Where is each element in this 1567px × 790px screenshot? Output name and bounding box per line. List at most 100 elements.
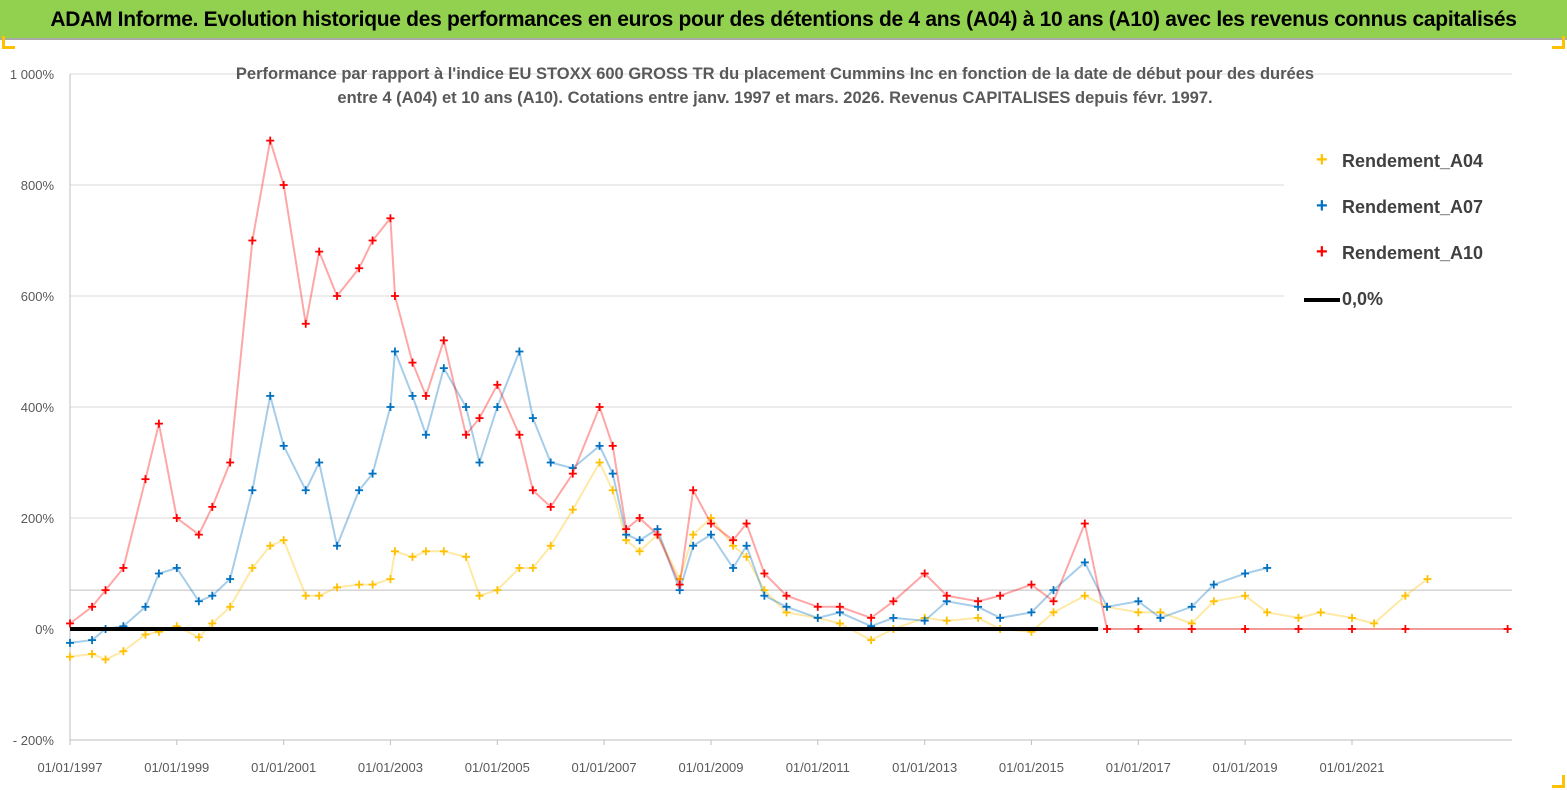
- point-a10: [1401, 625, 1410, 633]
- legend-label-a04: Rendement_A04: [1342, 151, 1484, 171]
- point-a10: [493, 380, 502, 389]
- point-a10: [675, 580, 684, 589]
- point-a07: [1263, 563, 1272, 572]
- point-a07: [493, 403, 502, 411]
- banner-title: ADAM Informe. Evolution historique des p…: [50, 8, 1517, 31]
- legend-item-a10: + Rendement_A10: [1284, 238, 1514, 268]
- point-a07: [760, 591, 769, 600]
- series-trace-a07: [69, 348, 1268, 644]
- point-a04: [248, 563, 257, 572]
- banner-corner-right: [1552, 36, 1565, 49]
- point-a10: [622, 525, 631, 534]
- point-a04: [689, 530, 698, 539]
- x-tick-label: 01/01/2015: [999, 760, 1064, 775]
- point-a07: [742, 541, 751, 550]
- point-a07: [1080, 558, 1089, 567]
- series-a10: [66, 136, 1512, 633]
- point-a10: [1187, 625, 1196, 633]
- point-a10: [1294, 625, 1303, 633]
- point-a07: [194, 597, 203, 606]
- point-a10: [386, 214, 395, 223]
- point-a04: [1316, 608, 1325, 617]
- point-a07: [421, 430, 430, 439]
- point-a10: [141, 475, 150, 484]
- y-tick-label: 600%: [21, 289, 55, 304]
- point-a07: [813, 613, 822, 622]
- point-a10: [66, 619, 74, 628]
- banner: ADAM Informe. Evolution historique des p…: [0, 0, 1567, 40]
- point-a10: [408, 358, 417, 367]
- point-a10: [226, 458, 235, 467]
- point-a10: [462, 430, 471, 439]
- point-a07: [315, 458, 324, 467]
- point-a10: [742, 519, 751, 528]
- chart-plot: - 200% 0% 200% 400% 600% 800% 1 000% 01/01/1997…: [10, 67, 1512, 775]
- point-a04: [1134, 608, 1143, 617]
- point-a10: [390, 292, 399, 300]
- point-a04: [475, 591, 484, 600]
- point-a04: [439, 547, 448, 556]
- legend-line-zero: [1304, 298, 1340, 302]
- point-a07: [1049, 586, 1058, 595]
- point-a10: [315, 247, 324, 256]
- y-tick-label: 1 000%: [10, 67, 55, 82]
- x-tick-label: 01/01/2007: [572, 760, 637, 775]
- point-a10: [101, 586, 110, 595]
- legend-item-a07: + Rendement_A07: [1284, 192, 1514, 222]
- point-a04: [421, 547, 430, 556]
- point-a07: [408, 391, 417, 400]
- point-a10: [208, 502, 217, 511]
- point-a10: [266, 136, 275, 145]
- point-a04: [1401, 591, 1410, 600]
- point-a10: [1241, 625, 1250, 633]
- point-a04: [119, 647, 128, 656]
- point-a07: [475, 458, 484, 467]
- point-a10: [813, 602, 822, 611]
- point-a04: [1263, 608, 1272, 617]
- point-a04: [546, 541, 555, 550]
- point-a10: [760, 569, 769, 578]
- point-a04: [194, 633, 203, 642]
- point-a04: [974, 613, 983, 622]
- point-a07: [154, 569, 163, 578]
- point-a07: [996, 613, 1005, 622]
- legend-label-a07: Rendement_A07: [1342, 197, 1484, 217]
- point-a07: [1027, 608, 1036, 617]
- point-a10: [88, 602, 97, 611]
- point-a04: [355, 580, 364, 589]
- point-a04: [390, 547, 399, 556]
- legend-label-a10: Rendement_A10: [1342, 243, 1484, 263]
- point-a04: [608, 486, 617, 495]
- point-a04: [867, 636, 876, 645]
- point-a07: [226, 575, 235, 584]
- point-a07: [248, 486, 257, 495]
- point-a07: [172, 563, 181, 572]
- legend-item-zero: 0,0%: [1284, 284, 1514, 314]
- point-a04: [1348, 613, 1357, 622]
- point-a07: [1134, 597, 1143, 606]
- point-a10: [528, 486, 537, 495]
- point-a04: [595, 458, 604, 467]
- legend-item-a04: + Rendement_A04: [1284, 146, 1514, 176]
- point-a10: [119, 563, 128, 572]
- point-a07: [279, 441, 288, 450]
- point-a04: [1423, 575, 1432, 584]
- point-a10: [1134, 625, 1143, 633]
- x-tick-label: 01/01/1997: [37, 760, 102, 775]
- point-a10: [1080, 519, 1089, 528]
- point-a10: [279, 181, 288, 189]
- x-tick-label: 01/01/2001: [251, 760, 316, 775]
- point-a10: [595, 403, 604, 411]
- point-a04: [408, 552, 417, 561]
- point-a07: [782, 602, 791, 611]
- point-a07: [1209, 580, 1218, 589]
- point-a07: [707, 530, 716, 539]
- x-tick-label: 01/01/2009: [678, 760, 743, 775]
- point-a04: [1049, 608, 1058, 617]
- point-a07: [333, 541, 342, 550]
- point-a04: [528, 563, 537, 572]
- point-a10: [355, 264, 364, 273]
- point-a04: [66, 652, 74, 661]
- point-a07: [515, 347, 524, 356]
- x-tick-label: 01/01/1999: [144, 760, 209, 775]
